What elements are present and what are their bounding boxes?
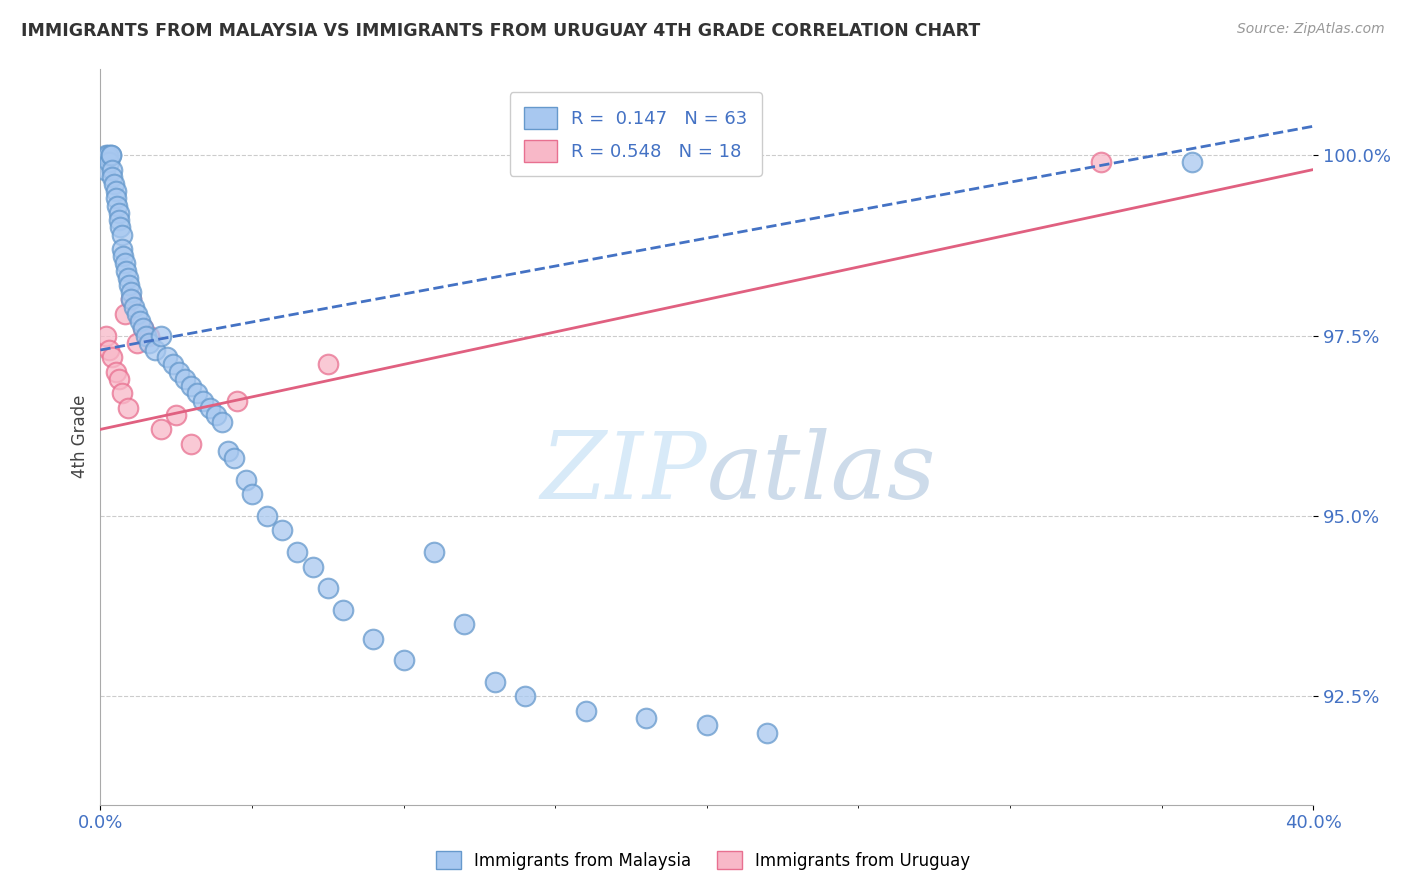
Point — [110, 242, 132, 256]
Point — [332, 603, 354, 617]
Text: ZIP: ZIP — [540, 428, 707, 518]
Point — [143, 343, 166, 357]
Point — [574, 704, 596, 718]
Point — [1181, 155, 1204, 169]
Point — [316, 358, 339, 372]
Point — [513, 690, 536, 704]
Point — [100, 148, 122, 162]
Point — [108, 220, 131, 235]
Point — [174, 372, 197, 386]
Point — [217, 444, 239, 458]
Point — [101, 162, 124, 177]
Point — [96, 148, 118, 162]
Point — [453, 617, 475, 632]
Point — [114, 307, 136, 321]
Point — [235, 473, 257, 487]
Point — [138, 335, 160, 350]
Point — [132, 321, 155, 335]
Legend: Immigrants from Malaysia, Immigrants from Uruguay: Immigrants from Malaysia, Immigrants fro… — [429, 845, 977, 877]
Point — [105, 199, 128, 213]
Legend: R =  0.147   N = 63, R = 0.548   N = 18: R = 0.147 N = 63, R = 0.548 N = 18 — [509, 92, 762, 176]
Point — [484, 675, 506, 690]
Point — [118, 278, 141, 293]
Point — [180, 437, 202, 451]
Point — [138, 328, 160, 343]
Point — [240, 487, 263, 501]
Point — [301, 559, 323, 574]
Point — [117, 270, 139, 285]
Y-axis label: 4th Grade: 4th Grade — [72, 395, 89, 478]
Point — [180, 379, 202, 393]
Point — [1090, 155, 1112, 169]
Point — [115, 263, 138, 277]
Point — [104, 365, 127, 379]
Point — [423, 545, 446, 559]
Point — [198, 401, 221, 415]
Point — [104, 191, 127, 205]
Point — [110, 386, 132, 401]
Point — [120, 293, 142, 307]
Point — [104, 184, 127, 198]
Point — [193, 393, 215, 408]
Point — [392, 653, 415, 667]
Text: atlas: atlas — [707, 428, 936, 518]
Point — [271, 524, 294, 538]
Point — [120, 293, 142, 307]
Point — [125, 307, 148, 321]
Point — [135, 328, 157, 343]
Point — [756, 725, 779, 739]
Point — [98, 343, 121, 357]
Point — [125, 335, 148, 350]
Point — [132, 321, 155, 335]
Point — [112, 249, 135, 263]
Point — [107, 206, 129, 220]
Point — [120, 285, 142, 300]
Point — [316, 581, 339, 595]
Point — [117, 401, 139, 415]
Point — [186, 386, 208, 401]
Point — [204, 408, 226, 422]
Point — [101, 350, 124, 364]
Point — [101, 169, 124, 184]
Point — [94, 162, 117, 177]
Point — [167, 365, 190, 379]
Point — [97, 148, 120, 162]
Point — [156, 350, 179, 364]
Point — [150, 328, 173, 343]
Point — [98, 155, 121, 169]
Point — [114, 256, 136, 270]
Point — [162, 358, 184, 372]
Text: IMMIGRANTS FROM MALAYSIA VS IMMIGRANTS FROM URUGUAY 4TH GRADE CORRELATION CHART: IMMIGRANTS FROM MALAYSIA VS IMMIGRANTS F… — [21, 22, 980, 40]
Point — [103, 177, 125, 191]
Point — [361, 632, 384, 646]
Point — [107, 213, 129, 227]
Point — [287, 545, 309, 559]
Point — [225, 393, 247, 408]
Text: Source: ZipAtlas.com: Source: ZipAtlas.com — [1237, 22, 1385, 37]
Point — [96, 328, 118, 343]
Point — [128, 314, 150, 328]
Point — [211, 415, 233, 429]
Point — [636, 711, 658, 725]
Point — [150, 422, 173, 436]
Point — [100, 148, 122, 162]
Point — [256, 508, 278, 523]
Point — [165, 408, 187, 422]
Point — [122, 300, 145, 314]
Point — [696, 718, 718, 732]
Point — [222, 451, 245, 466]
Point — [107, 372, 129, 386]
Point — [110, 227, 132, 242]
